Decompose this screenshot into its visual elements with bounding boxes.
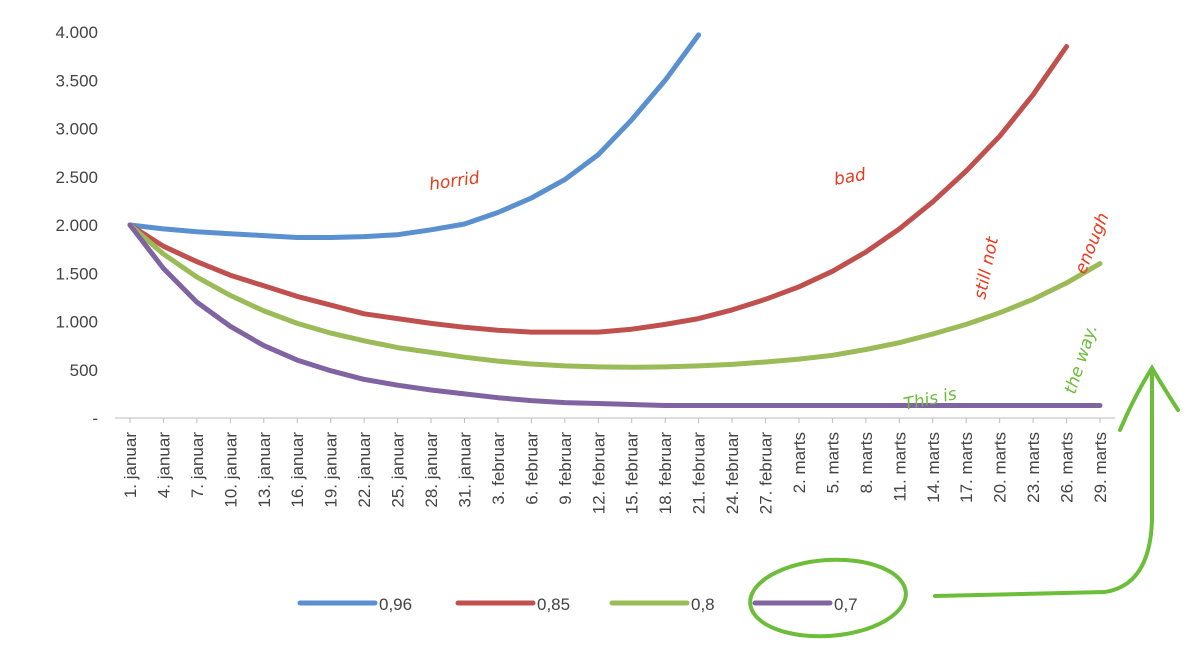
- x-tick-label: 12. februar: [589, 432, 608, 515]
- x-tick-label: 3. februar: [489, 432, 508, 505]
- legend-label: 0,96: [379, 595, 412, 614]
- x-tick-label: 11. marts: [890, 432, 909, 502]
- x-tick-label: 1. januar: [121, 432, 140, 498]
- legend-label: 0,85: [537, 595, 570, 614]
- x-tick-label: 29. marts: [1091, 432, 1110, 503]
- x-tick-label: 10. januar: [221, 432, 240, 508]
- legend-label: 0,8: [691, 595, 715, 614]
- x-tick-label: 9. februar: [556, 432, 575, 505]
- plot-area: [127, 32, 1103, 408]
- annotation: bad: [832, 165, 867, 190]
- y-tick-label: 3.000: [55, 120, 98, 139]
- x-tick-label: 23. marts: [1024, 432, 1043, 503]
- x-tick-label: 4. januar: [154, 432, 173, 498]
- y-tick-label: 2.500: [55, 168, 98, 187]
- x-tick-label: 18. februar: [656, 432, 675, 515]
- y-tick-label: 1.500: [55, 264, 98, 283]
- x-tick-label: 22. januar: [355, 432, 374, 508]
- series-line: [127, 44, 1070, 335]
- x-tick-label: 27. februar: [757, 432, 776, 515]
- arrow-head: [1118, 364, 1180, 432]
- y-tick-label: 4.000: [55, 23, 98, 42]
- x-tick-label: 15. februar: [623, 432, 642, 515]
- x-tick-label: 26. marts: [1058, 432, 1077, 503]
- x-tick-label: 31. januar: [455, 432, 474, 508]
- x-tick-label: 25. januar: [389, 432, 408, 508]
- x-tick-label: 5. marts: [823, 432, 842, 493]
- x-tick-label: 8. marts: [857, 432, 876, 493]
- series-line: [127, 32, 702, 240]
- x-tick-label: 14. marts: [924, 432, 943, 503]
- annotation: still not: [970, 234, 1003, 301]
- x-tick-label: 17. marts: [957, 432, 976, 503]
- series-line: [127, 222, 1103, 370]
- y-tick-label: 1.000: [55, 313, 98, 332]
- x-tick-label: 24. februar: [723, 432, 742, 515]
- annotation: This is: [902, 384, 959, 415]
- x-tick-label: 28. januar: [422, 432, 441, 508]
- x-tick-label: 6. februar: [522, 432, 541, 505]
- x-tick-label: 21. februar: [690, 432, 709, 515]
- legend-label: 0,7: [834, 595, 858, 614]
- series-line: [127, 222, 1103, 408]
- arrow: [933, 368, 1154, 598]
- y-tick-label: 3.500: [55, 71, 98, 90]
- x-tick-label: 7. januar: [188, 432, 207, 498]
- annotation: the way.: [1061, 322, 1102, 396]
- x-tick-label: 2. marts: [790, 432, 809, 493]
- y-tick-label: 2.000: [55, 216, 98, 235]
- y-tick-label: 500: [70, 361, 98, 380]
- x-tick-label: 19. januar: [322, 432, 341, 508]
- x-tick-label: 13. januar: [255, 432, 274, 508]
- highlight-circle: [748, 557, 908, 639]
- annotation: horrid: [428, 168, 481, 195]
- y-tick-label: -: [92, 409, 98, 428]
- x-tick-label: 16. januar: [288, 432, 307, 508]
- annotation: enough: [1071, 210, 1114, 277]
- x-tick-label: 20. marts: [991, 432, 1010, 503]
